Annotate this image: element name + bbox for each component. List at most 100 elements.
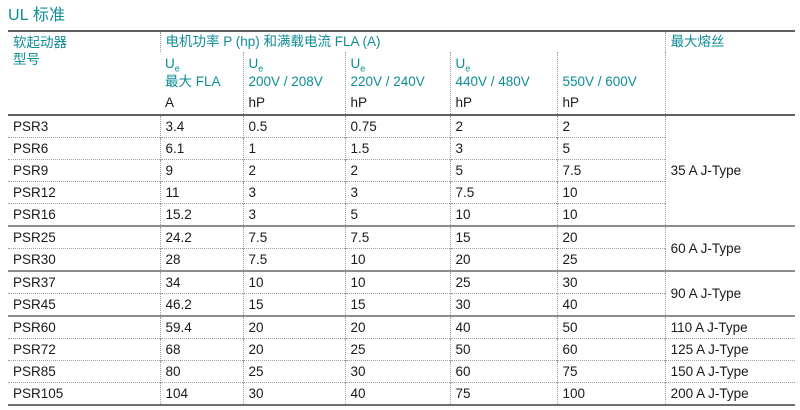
value-cell: 75: [556, 360, 666, 383]
rated-voltage-symbol: Ue: [248, 56, 264, 74]
value-cell: 3: [242, 181, 345, 204]
value-cell: 3: [344, 181, 450, 204]
subheader-max-fla: Ue 最大 FLA A: [160, 52, 243, 115]
subheader-unit: A: [165, 95, 175, 110]
model-cell: PSR37: [8, 270, 160, 294]
value-cell: 7.5: [344, 225, 450, 249]
value-cell: 15: [242, 293, 345, 316]
table-row: PSR85 80 25 30 60 75 150 A J-Type: [8, 360, 796, 383]
subheader-550v: 550V / 600V hP: [556, 52, 666, 115]
subheader-label: 最大 FLA: [165, 74, 221, 89]
subheader-440v: Ue 440V / 480V hP: [449, 52, 557, 115]
value-cell: 1: [242, 137, 345, 160]
fuse-column-header: 最大熔丝: [664, 31, 796, 115]
table-row: PSR16 15.2 3 5 10 10: [8, 203, 795, 226]
value-cell: 7.5: [242, 225, 345, 249]
value-cell: 40: [556, 293, 666, 316]
model-cell: PSR6: [8, 137, 160, 160]
rated-voltage-symbol-empty: [563, 54, 663, 73]
table-row: PSR6 6.1 1 1.5 3 5: [8, 137, 795, 160]
value-cell: 10: [556, 181, 666, 204]
table-header: 软起动器 型号 电机功率 P (hp) 和满载电流 FLA (A) 最大熔丝 U…: [8, 31, 796, 115]
table-row: PSR12 11 3 3 7.5 10: [8, 181, 795, 204]
value-cell: 10: [242, 270, 345, 294]
value-cell: 25: [344, 338, 450, 361]
fuse-cell: 35 A J-Type: [664, 114, 796, 226]
model-header-line2: 型号: [13, 52, 40, 67]
table-row: PSR72 68 20 25 50 60 125 A J-Type: [8, 338, 796, 361]
fuse-cell: 90 A J-Type: [664, 270, 796, 316]
value-cell: 28: [159, 248, 243, 271]
ul-ratings-table: 软起动器 型号 电机功率 P (hp) 和满载电流 FLA (A) 最大熔丝 U…: [8, 30, 796, 406]
value-cell: 68: [159, 338, 243, 361]
fuse-cell: 200 A J-Type: [664, 382, 796, 406]
value-cell: 10: [344, 270, 450, 294]
value-cell: 30: [344, 360, 450, 383]
value-cell: 3: [242, 203, 345, 226]
value-cell: 5: [344, 203, 450, 226]
value-cell: 20: [242, 338, 345, 361]
fuse-cell: 125 A J-Type: [664, 338, 796, 361]
table-row: PSR30 28 7.5 10 20 25: [8, 248, 795, 271]
subheader-200v: Ue 200V / 208V hP: [242, 52, 345, 115]
value-cell: 5: [449, 159, 557, 182]
value-cell: 15: [344, 293, 450, 316]
value-cell: 3: [449, 137, 557, 160]
value-cell: 40: [344, 382, 450, 406]
value-cell: 50: [556, 315, 666, 339]
subheader-row: Ue 最大 FLA A Ue 200V / 208V hP Ue 220V / …: [8, 52, 795, 115]
value-cell: 2: [556, 114, 666, 138]
model-cell: PSR105: [8, 382, 160, 406]
table-row: PSR45 46.2 15 15 30 40: [8, 293, 795, 316]
value-cell: 10: [449, 203, 557, 226]
model-column-header: 软起动器 型号: [8, 31, 160, 115]
value-cell: 2: [449, 114, 557, 138]
value-cell: 15.2: [159, 203, 243, 226]
rated-voltage-symbol: Ue: [455, 56, 471, 74]
model-cell: PSR30: [8, 248, 160, 271]
value-cell: 24.2: [159, 225, 243, 249]
value-cell: 15: [449, 225, 557, 249]
subheader-label: 440V / 480V: [455, 74, 530, 89]
table-row: PSR25 24.2 7.5 7.5 15 20 60 A J-Type: [8, 225, 796, 271]
value-cell: 0.5: [242, 114, 345, 138]
value-cell: 7.5: [242, 248, 345, 271]
value-cell: 40: [449, 315, 557, 339]
model-cell: PSR25: [8, 225, 160, 249]
subheader-label: 220V / 240V: [350, 74, 425, 89]
value-cell: 5: [556, 137, 666, 160]
table-row: PSR60 59.4 20 20 40 50 110 A J-Type: [8, 315, 796, 339]
value-cell: 100: [556, 382, 666, 406]
value-cell: 34: [159, 270, 243, 294]
fuse-cell: 150 A J-Type: [664, 360, 796, 383]
value-cell: 2: [242, 159, 345, 182]
value-cell: 20: [449, 248, 557, 271]
subheader-unit: hP: [248, 95, 266, 110]
value-cell: 2: [344, 159, 450, 182]
value-cell: 3.4: [159, 114, 243, 138]
value-cell: 60: [556, 338, 666, 361]
value-cell: 104: [159, 382, 243, 406]
value-cell: 10: [344, 248, 450, 271]
fuse-cell: 60 A J-Type: [664, 225, 796, 271]
table-body: PSR3 3.4 0.5 0.75 2 2 35 A J-Type PSR6 6.1 1 1.5 3 5…: [8, 114, 796, 406]
value-cell: 75: [449, 382, 557, 406]
value-cell: 30: [242, 382, 345, 406]
value-cell: 25: [242, 360, 345, 383]
value-cell: 60: [449, 360, 557, 383]
model-cell: PSR85: [8, 360, 160, 383]
model-cell: PSR3: [8, 114, 160, 138]
power-group-header: 电机功率 P (hp) 和满载电流 FLA (A): [159, 31, 666, 52]
value-cell: 59.4: [159, 315, 243, 339]
model-cell: PSR12: [8, 181, 160, 204]
value-cell: 20: [242, 315, 345, 339]
table-row: PSR9 9 2 2 5 7.5: [8, 159, 795, 182]
rated-voltage-symbol: Ue: [165, 56, 180, 74]
subheader-220v: Ue 220V / 240V hP: [344, 52, 450, 115]
model-cell: PSR45: [8, 293, 160, 316]
value-cell: 6.1: [159, 137, 243, 160]
value-cell: 25: [556, 248, 666, 271]
table-row: PSR3 3.4 0.5 0.75 2 2 35 A J-Type: [8, 114, 796, 226]
value-cell: 7.5: [449, 181, 557, 204]
value-cell: 11: [159, 181, 243, 204]
